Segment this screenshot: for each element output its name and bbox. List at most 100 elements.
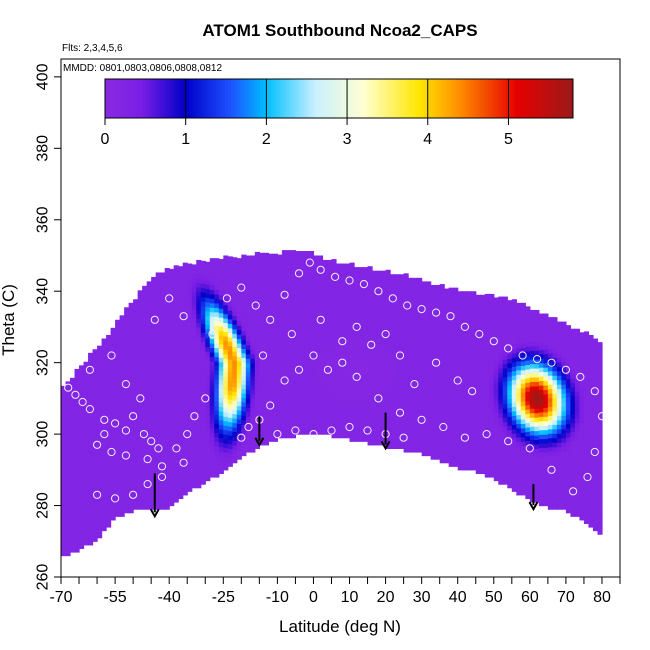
heat-cell xyxy=(507,460,513,466)
heat-cell xyxy=(349,276,355,282)
heat-cell xyxy=(299,389,306,395)
heat-cell xyxy=(358,289,364,295)
heat-cell xyxy=(83,361,89,367)
heat-cell xyxy=(543,451,549,458)
heat-cell xyxy=(412,438,418,444)
heat-cell xyxy=(196,353,202,359)
heat-cell xyxy=(520,454,526,460)
heat-cell xyxy=(101,436,107,442)
heat-cell xyxy=(335,388,342,394)
heat-cell xyxy=(277,410,283,416)
heat-cell xyxy=(507,469,513,475)
heat-cell xyxy=(345,285,351,291)
heat-cell xyxy=(133,379,139,385)
heat-cell xyxy=(358,436,364,442)
heat-cell xyxy=(137,455,143,461)
heat-cell xyxy=(106,464,112,470)
heat-cell xyxy=(205,355,211,361)
heat-cell xyxy=(164,267,170,274)
heat-cell xyxy=(570,493,576,500)
heat-cell xyxy=(565,392,572,398)
heat-cell xyxy=(462,371,468,377)
heat-cell xyxy=(421,401,427,408)
heat-cell xyxy=(286,366,292,372)
heat-cell xyxy=(538,349,544,355)
heat-cell xyxy=(363,365,369,371)
heat-cell xyxy=(304,349,310,355)
heat-cell xyxy=(196,376,202,382)
heat-cell xyxy=(137,451,143,457)
heat-cell xyxy=(268,374,274,380)
heat-cell xyxy=(484,334,490,340)
heat-cell xyxy=(65,479,71,485)
heat-cell xyxy=(543,434,549,440)
heat-cell xyxy=(322,367,328,373)
heat-cell xyxy=(70,516,76,522)
heat-cell xyxy=(367,351,373,357)
heat-cell xyxy=(295,393,301,399)
heat-cell xyxy=(97,519,103,525)
heat-cell xyxy=(88,375,94,381)
heat-cell xyxy=(466,331,472,337)
heat-cell xyxy=(534,426,540,432)
heat-cell xyxy=(106,384,112,390)
heat-cell xyxy=(511,482,517,488)
heat-cell xyxy=(381,337,387,343)
heat-cell xyxy=(151,303,157,309)
heat-cell xyxy=(579,359,585,365)
heat-cell xyxy=(381,319,387,325)
heat-cell xyxy=(124,499,130,505)
heat-cell xyxy=(552,375,558,381)
heat-cell xyxy=(561,424,567,430)
heat-cell xyxy=(254,256,260,262)
heat-cell xyxy=(137,348,143,354)
heat-cell xyxy=(363,432,369,438)
heat-cell xyxy=(110,408,116,414)
heat-cell xyxy=(502,430,508,436)
heat-cell xyxy=(363,338,369,344)
heat-cell xyxy=(430,325,436,331)
heat-cell xyxy=(421,379,427,385)
heat-cell xyxy=(345,393,351,399)
heat-cell xyxy=(498,368,504,374)
heat-cell xyxy=(173,301,179,307)
heat-cell xyxy=(367,275,373,281)
heat-cell xyxy=(200,430,206,436)
heat-cell xyxy=(385,385,391,391)
heat-cell xyxy=(214,436,220,442)
heat-cell xyxy=(128,423,134,429)
heat-cell xyxy=(354,365,360,371)
heat-cell xyxy=(367,266,373,272)
heat-cell xyxy=(529,421,535,427)
heat-cell xyxy=(88,357,94,363)
heat-cell xyxy=(453,394,459,400)
heat-cell xyxy=(209,356,215,362)
heat-cell xyxy=(430,427,436,433)
heat-cell xyxy=(579,336,585,342)
heat-cell xyxy=(579,390,585,396)
heat-cell xyxy=(295,358,301,364)
heat-cell xyxy=(259,377,265,383)
heat-cell xyxy=(250,309,256,315)
heat-cell xyxy=(286,250,292,256)
heat-cell xyxy=(349,284,355,291)
heat-cell xyxy=(128,311,134,317)
heat-cell xyxy=(268,418,274,424)
heat-cell xyxy=(295,411,301,417)
heat-cell xyxy=(196,407,202,413)
heat-cell xyxy=(408,295,414,301)
heat-cell xyxy=(178,409,184,415)
heat-cell xyxy=(552,410,558,416)
heat-cell xyxy=(484,338,490,344)
heat-cell xyxy=(101,343,107,349)
heat-cell xyxy=(205,418,211,424)
heat-cell xyxy=(570,386,576,392)
heat-cell xyxy=(290,263,297,269)
heat-cell xyxy=(412,335,418,341)
heat-cell xyxy=(322,349,328,355)
heat-cell xyxy=(178,386,184,392)
heat-cell xyxy=(160,281,166,287)
heat-cell xyxy=(498,394,504,400)
heat-cell xyxy=(308,286,315,292)
heat-cell xyxy=(498,470,504,476)
